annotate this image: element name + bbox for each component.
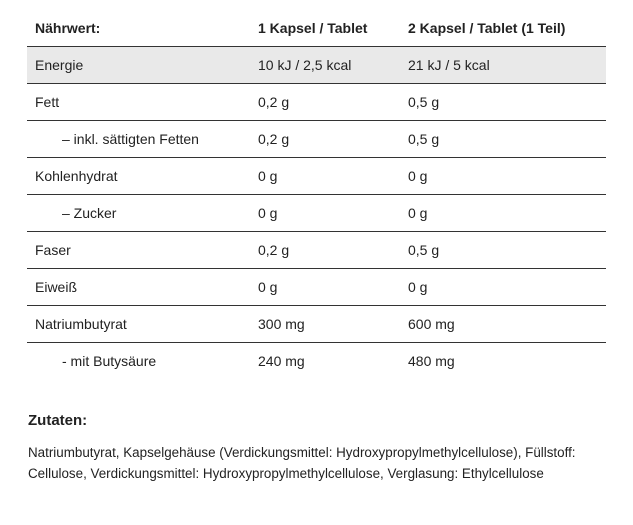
nutrient-name: – Zucker xyxy=(62,205,117,221)
table-row: – inkl. sättigten Fetten 0,2 g 0,5 g xyxy=(27,121,606,158)
value-one: 0,2 g xyxy=(258,131,290,147)
value-one: 0,2 g xyxy=(258,94,290,110)
ingredients-text: Natriumbutyrat, Kapselgehäuse (Verdickun… xyxy=(28,445,576,481)
value-two: 0 g xyxy=(408,279,428,295)
value-one: 0 g xyxy=(258,205,278,221)
table-row: Natriumbutyrat 300 mg 600 mg xyxy=(27,306,606,343)
header-nutrient: Nährwert: xyxy=(35,20,101,36)
value-one: 0 g xyxy=(258,168,278,184)
table-header: Nährwert: 1 Kapsel / Tablet 2 Kapsel / T… xyxy=(27,10,606,47)
value-two: 0 g xyxy=(408,205,428,221)
value-one: 0,2 g xyxy=(258,242,290,258)
value-one: 300 mg xyxy=(258,316,305,332)
nutrient-name: - mit Butysäure xyxy=(62,353,157,369)
table-row: Eiweiß 0 g 0 g xyxy=(27,269,606,306)
header-one-capsule: 1 Kapsel / Tablet xyxy=(258,20,368,36)
value-two: 480 mg xyxy=(408,353,455,369)
value-two: 600 mg xyxy=(408,316,455,332)
value-two: 0,5 g xyxy=(408,242,440,258)
nutrient-name: Natriumbutyrat xyxy=(35,316,127,332)
value-two: 21 kJ / 5 kcal xyxy=(408,57,490,73)
nutrient-name: Kohlenhydrat xyxy=(35,168,118,184)
value-one: 10 kJ / 2,5 kcal xyxy=(258,57,352,73)
table-row: Fett 0,2 g 0,5 g xyxy=(27,84,606,121)
value-one: 0 g xyxy=(258,279,278,295)
nutrient-name: – inkl. sättigten Fetten xyxy=(62,131,199,147)
value-two: 0 g xyxy=(408,168,428,184)
nutrient-name: Energie xyxy=(35,57,84,73)
nutrition-table: Nährwert: 1 Kapsel / Tablet 2 Kapsel / T… xyxy=(27,10,606,379)
table-row: - mit Butysäure 240 mg 480 mg xyxy=(27,343,606,379)
table-row: – Zucker 0 g 0 g xyxy=(27,195,606,232)
value-one: 240 mg xyxy=(258,353,305,369)
value-two: 0,5 g xyxy=(408,131,440,147)
nutrient-name: Fett xyxy=(35,94,60,110)
table-row: Energie 10 kJ / 2,5 kcal 21 kJ / 5 kcal xyxy=(27,47,606,84)
ingredients-title: Zutaten: xyxy=(28,412,88,429)
header-two-capsules: 2 Kapsel / Tablet (1 Teil) xyxy=(408,20,566,36)
nutrient-name: Eiweiß xyxy=(35,279,78,295)
value-two: 0,5 g xyxy=(408,94,440,110)
table-row: Faser 0,2 g 0,5 g xyxy=(27,232,606,269)
nutrient-name: Faser xyxy=(35,242,71,258)
table-row: Kohlenhydrat 0 g 0 g xyxy=(27,158,606,195)
